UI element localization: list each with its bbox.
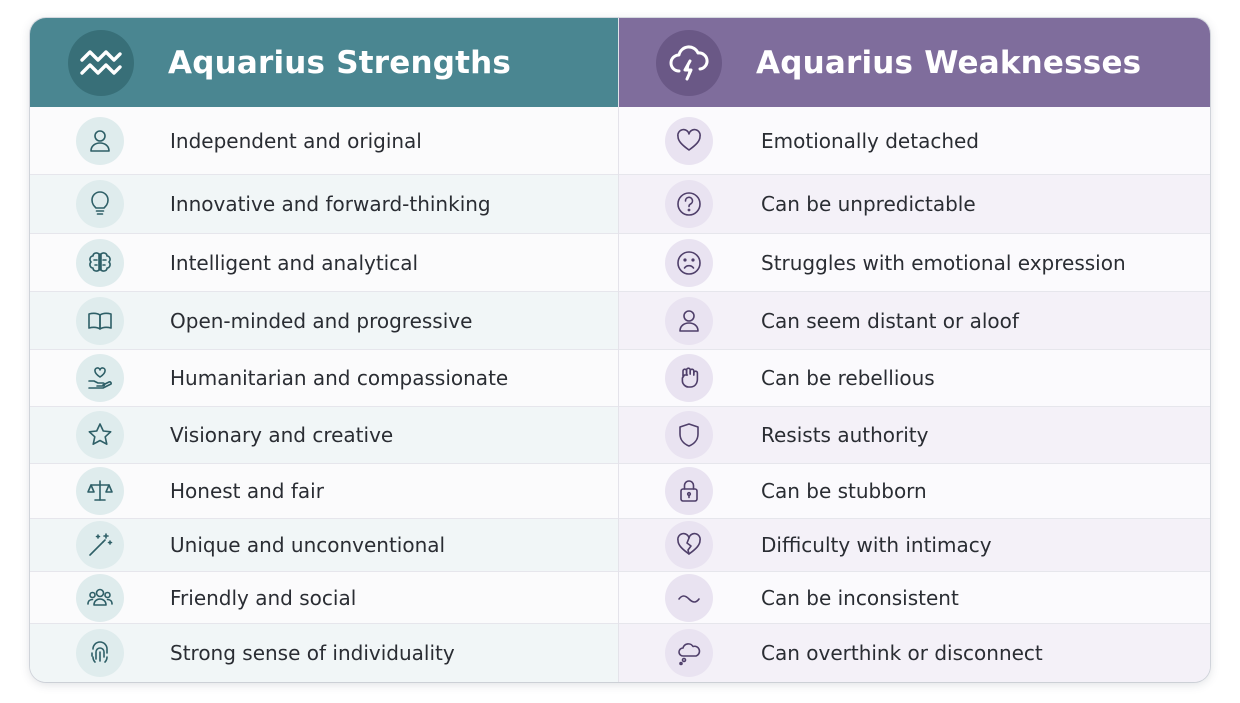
list-item-label: Open-minded and progressive — [170, 308, 473, 333]
list-item-label: Can be unpredictable — [761, 192, 976, 216]
list-item-label: Intelligent and analytical — [170, 250, 419, 275]
list-item: Unique and unconventional — [30, 518, 618, 571]
fist-icon — [665, 354, 713, 402]
list-item: Can be inconsistent — [619, 571, 1210, 623]
list-item: Resists authority — [619, 406, 1210, 463]
list-item-label: Can overthink or disconnect — [761, 641, 1043, 665]
list-item-label: Independent and original — [170, 128, 422, 153]
list-item: Independent and original — [30, 107, 618, 174]
list-item: Can be rebellious — [619, 349, 1210, 406]
list-item: Emotionally detached — [619, 107, 1210, 174]
list-item: Honest and fair — [30, 463, 618, 518]
magic-wand-icon — [76, 521, 124, 569]
list-item-label: Struggles with emotional expression — [761, 250, 1126, 275]
weaknesses-column: Aquarius Weaknesses Emotionally detached… — [619, 18, 1210, 682]
list-item: Innovative and forward-thinking — [30, 174, 618, 233]
book-icon — [76, 296, 124, 345]
list-item-label: Can seem distant or aloof — [761, 308, 1019, 333]
list-item: Can seem distant or aloof — [619, 291, 1210, 349]
list-item-label: Friendly and social — [170, 585, 357, 610]
list-item-label: Difficulty with intimacy — [761, 533, 992, 557]
broken-heart-icon — [665, 521, 713, 569]
strengths-title: Aquarius Strengths — [168, 44, 512, 81]
shield-icon — [665, 411, 713, 459]
list-item: Humanitarian and compassionate — [30, 349, 618, 406]
list-item-label: Resists authority — [761, 423, 929, 447]
list-item: Difficulty with intimacy — [619, 518, 1210, 571]
comparison-card: Aquarius Strengths Independent and origi… — [30, 18, 1210, 682]
storm-cloud-icon — [656, 29, 722, 96]
list-item: Intelligent and analytical — [30, 233, 618, 291]
list-item: Visionary and creative — [30, 406, 618, 463]
list-item-label: Unique and unconventional — [170, 533, 446, 557]
list-item: Open-minded and progressive — [30, 291, 618, 349]
list-item: Can overthink or disconnect — [619, 623, 1210, 682]
sad-face-icon — [665, 238, 713, 287]
tilde-icon — [665, 573, 713, 622]
list-item-label: Honest and fair — [170, 479, 324, 503]
heart-hand-icon — [76, 354, 124, 402]
aquarius-wave-icon — [68, 29, 134, 96]
list-item-label: Innovative and forward-thinking — [170, 192, 491, 216]
fingerprint-icon — [76, 629, 124, 677]
list-item: Can be unpredictable — [619, 174, 1210, 233]
strengths-list: Independent and original Innovative and … — [30, 107, 618, 682]
star-icon — [76, 411, 124, 459]
strengths-column: Aquarius Strengths Independent and origi… — [30, 18, 619, 682]
list-item: Friendly and social — [30, 571, 618, 623]
list-item: Struggles with emotional expression — [619, 233, 1210, 291]
list-item: Strong sense of individuality — [30, 623, 618, 682]
weaknesses-title: Aquarius Weaknesses — [756, 44, 1142, 81]
person-icon — [665, 296, 713, 345]
brain-icon — [76, 238, 124, 287]
lightbulb-icon — [76, 180, 124, 228]
thought-bubble-icon — [665, 629, 713, 677]
scales-icon — [76, 467, 124, 515]
heart-icon — [665, 116, 713, 165]
weaknesses-list: Emotionally detached Can be unpredictabl… — [619, 107, 1210, 682]
lock-icon — [665, 467, 713, 515]
weaknesses-header: Aquarius Weaknesses — [619, 18, 1210, 107]
list-item-label: Humanitarian and compassionate — [170, 366, 509, 390]
list-item-label: Can be rebellious — [761, 366, 935, 390]
list-item-label: Can be inconsistent — [761, 585, 959, 610]
list-item: Can be stubborn — [619, 463, 1210, 518]
person-icon — [76, 116, 124, 165]
list-item-label: Visionary and creative — [170, 423, 394, 447]
list-item-label: Strong sense of individuality — [170, 641, 455, 665]
list-item-label: Can be stubborn — [761, 479, 927, 503]
question-icon — [665, 180, 713, 228]
people-icon — [76, 573, 124, 622]
list-item-label: Emotionally detached — [761, 128, 979, 153]
strengths-header: Aquarius Strengths — [30, 18, 618, 107]
